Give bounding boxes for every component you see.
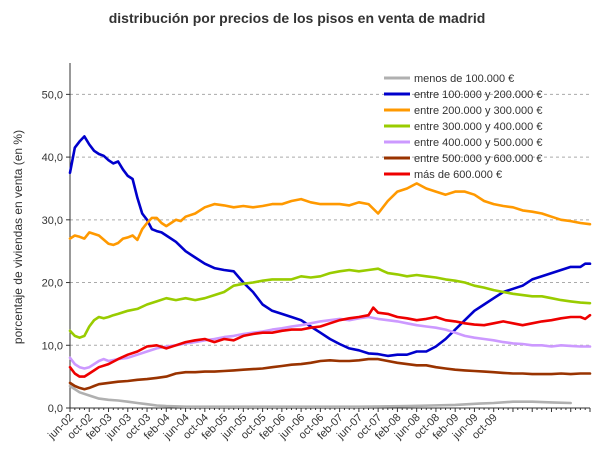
series-line-1	[68, 384, 572, 408]
legend-entry: entre 200.000 y 300.000 €	[414, 105, 542, 117]
legend-entry: menos de 100.000 €	[414, 73, 514, 85]
series-line-7	[68, 306, 592, 378]
y-tick-label: 20,0	[42, 278, 63, 290]
x-tick-labels: jun-02oct-02feb-03jun-03oct-03feb-04jun-…	[45, 412, 500, 443]
series-line-2	[68, 135, 592, 358]
legend-entry: más de 600.000 €	[414, 169, 502, 181]
y-tick-labels: 0,0 10,0 20,0 30,0 40,0 50,0	[42, 89, 63, 415]
y-tick-label: 30,0	[42, 215, 63, 227]
series-line-6	[68, 357, 592, 391]
legend-entry: entre 100.000 y 200.000 €	[414, 89, 542, 101]
chart-title: distribución por precios de los pisos en…	[108, 10, 486, 26]
legend-entry: entre 300.000 y 400.000 €	[414, 121, 542, 133]
series-line-4	[68, 267, 592, 339]
y-tick-label: 10,0	[42, 340, 63, 352]
legend-entry: entre 400.000 y 500.000 €	[414, 137, 542, 149]
y-tick-label: 40,0	[42, 152, 63, 164]
y-tick-label: 0,0	[48, 403, 63, 415]
gridlines	[70, 93, 590, 346]
series-line-3	[68, 182, 592, 247]
legend-entry: entre 500.000 y 600.000 €	[414, 153, 542, 165]
series-line-5	[68, 315, 592, 370]
y-axis-label: porcentaje de viviendas en venta (en %)	[11, 130, 25, 344]
series-lines	[68, 135, 592, 408]
y-tick-label: 50,0	[42, 89, 63, 101]
axes	[66, 63, 591, 412]
legend: menos de 100.000 € entre 100.000 y 200.00…	[384, 73, 542, 181]
